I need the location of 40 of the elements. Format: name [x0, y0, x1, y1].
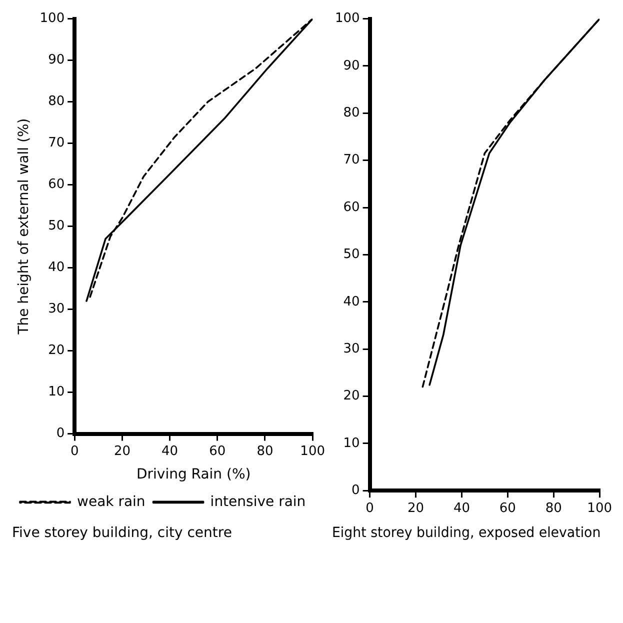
y-tick-label: 20 — [48, 343, 65, 358]
legend-label: weak rain — [77, 494, 146, 510]
y-tick-label: 60 — [48, 177, 65, 192]
y-axis-title: The height of external wall (%) — [16, 118, 32, 336]
text: Eight storey building, exposed elevation — [332, 524, 601, 542]
y-tick-label: 70 — [343, 152, 360, 168]
y-tick-label: 50 — [48, 218, 65, 234]
x-tick-label: 60 — [209, 444, 226, 459]
x-tick-label: 80 — [545, 500, 562, 516]
y-tick-label: 80 — [343, 106, 360, 121]
y-tick-label: 0 — [352, 482, 360, 498]
y-tick-label: 40 — [48, 260, 65, 276]
y-tick-label: 30 — [48, 302, 65, 317]
x-tick-label: 0 — [366, 500, 374, 516]
y-tick-label: 90 — [343, 58, 360, 74]
text: Five storey building, city centre — [12, 525, 232, 542]
x-tick-label: 60 — [499, 500, 516, 516]
y-tick-label: 20 — [343, 388, 360, 404]
y-tick-label: 60 — [343, 200, 360, 215]
y-tick-label: 100 — [40, 11, 65, 26]
y-tick-label: 30 — [343, 341, 360, 356]
x-tick-label: 0 — [70, 444, 79, 459]
x-tick-label: 20 — [407, 500, 424, 516]
x-tick-label: 40 — [453, 500, 470, 516]
x-tick-label: 100 — [587, 500, 612, 516]
y-tick-label: 50 — [343, 247, 360, 262]
y-tick-label: 80 — [48, 94, 65, 110]
x-tick-label: 40 — [162, 444, 178, 459]
x-tick-label: 20 — [114, 444, 130, 459]
y-tick-label: 0 — [56, 426, 65, 442]
y-tick-label: 90 — [48, 52, 65, 68]
y-tick-label: 100 — [334, 11, 360, 26]
x-tick-label: 100 — [300, 444, 326, 459]
x-axis-title: Driving Rain (%) — [136, 466, 251, 482]
legend-label: intensive rain — [210, 494, 306, 510]
x-tick-label: 80 — [256, 444, 274, 459]
y-tick-label: 10 — [343, 436, 360, 451]
y-tick-label: 40 — [343, 294, 360, 310]
y-tick-label: 10 — [48, 384, 65, 400]
y-tick-label: 70 — [48, 136, 65, 151]
